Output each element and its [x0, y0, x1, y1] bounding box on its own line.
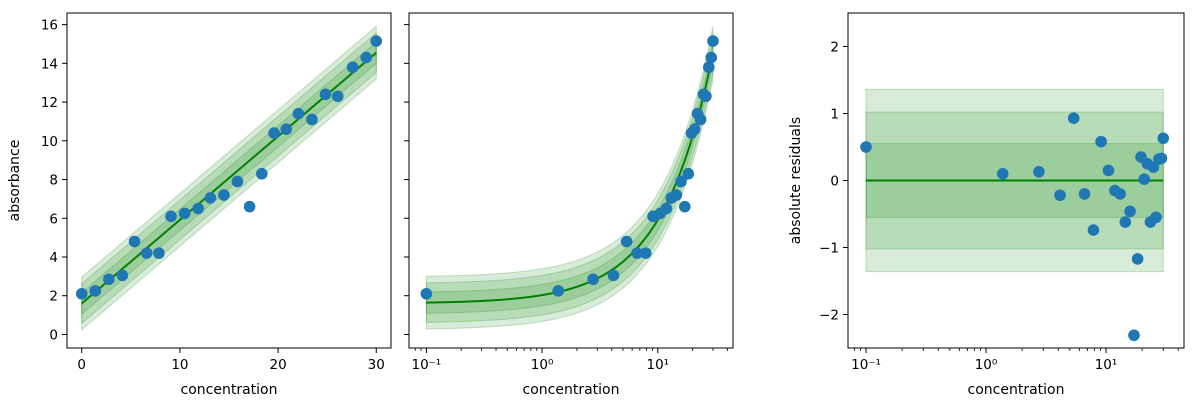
- data-point: [682, 167, 695, 180]
- x-tick-label: 0: [77, 357, 86, 373]
- y-tick-label: 16: [41, 18, 58, 34]
- data-point: [700, 90, 712, 103]
- y-tick-label: −2: [819, 308, 839, 324]
- data-point: [688, 123, 701, 135]
- data-point: [280, 123, 293, 135]
- data-point: [1124, 205, 1136, 218]
- data-point: [1102, 164, 1115, 177]
- data-point: [1138, 173, 1151, 185]
- data-point: [331, 90, 344, 103]
- axes-frame: [66, 12, 392, 349]
- y-tick-label: 0: [830, 174, 839, 190]
- y-tick-label: −1: [819, 241, 839, 257]
- panel-linear-fit: 0 10 20 30 0 2 4 6 8 10 12 14 16 concentration absorba…: [7, 12, 392, 398]
- data-point: [89, 285, 102, 297]
- data-point: [639, 247, 652, 259]
- data-point: [218, 189, 230, 201]
- data-point: [1087, 224, 1100, 236]
- x-axis-label: concentration: [523, 382, 620, 398]
- plot-area: [420, 26, 719, 330]
- data-point: [1128, 329, 1140, 342]
- data-point: [255, 167, 268, 180]
- panel-log-fit: 10⁻¹ 10⁰ 10¹ concentration: [404, 12, 734, 398]
- fit-line: [81, 51, 377, 305]
- data-point: [1150, 211, 1162, 224]
- data-point: [178, 207, 191, 220]
- data-point: [1095, 135, 1107, 148]
- y-tick-label: 8: [49, 173, 58, 189]
- x-tick-label: 10⁰: [531, 357, 554, 373]
- data-point: [153, 247, 165, 259]
- data-point: [128, 235, 141, 248]
- data-point: [319, 88, 332, 101]
- x-tick-label: 10⁰: [975, 357, 998, 373]
- y-tick-label: 2: [49, 289, 58, 305]
- x-tick-label: 10⁻¹: [411, 357, 441, 373]
- data-point: [1033, 165, 1045, 178]
- data-point: [1114, 188, 1126, 200]
- data-point: [860, 141, 872, 153]
- data-point: [420, 287, 433, 300]
- y-tick-label: 4: [49, 250, 58, 266]
- x-tick-label: 10¹: [1095, 357, 1118, 373]
- x-axis-label: concentration: [968, 382, 1065, 398]
- plot-area: [860, 88, 1170, 342]
- x-tick-label: 20: [269, 357, 286, 373]
- data-point: [1157, 132, 1170, 145]
- data-point: [1054, 189, 1066, 202]
- y-axis-label: absorbance: [7, 140, 23, 222]
- panel-residuals: 10⁻¹ 10⁰ 10¹ −2 −1 0 1 2 concentration absolute r…: [788, 12, 1185, 398]
- axes-frame: [408, 12, 734, 349]
- x-tick-label: 10⁻¹: [851, 357, 881, 373]
- data-point: [165, 210, 177, 223]
- y-tick-label: 14: [41, 56, 58, 72]
- data-point: [552, 285, 565, 297]
- y-tick-label: 6: [49, 211, 58, 227]
- data-point: [660, 202, 673, 215]
- y-tick-label: 0: [49, 327, 58, 343]
- data-point: [140, 247, 153, 259]
- data-point: [707, 35, 719, 47]
- data-point: [675, 175, 687, 188]
- data-point: [694, 113, 707, 126]
- y-tick-label: 12: [41, 95, 58, 111]
- data-point: [116, 269, 129, 282]
- data-point: [996, 168, 1009, 180]
- data-point: [370, 35, 383, 47]
- data-point: [231, 175, 244, 188]
- data-point: [204, 192, 217, 204]
- y-tick-label: 10: [41, 134, 58, 150]
- x-axis-label: concentration: [181, 382, 278, 398]
- data-point: [678, 200, 691, 213]
- data-point: [607, 269, 620, 282]
- plot-area: [75, 25, 383, 331]
- data-point: [292, 107, 305, 120]
- data-point: [670, 189, 683, 201]
- data-point: [75, 287, 88, 300]
- data-point: [306, 113, 318, 126]
- data-point: [1131, 253, 1144, 265]
- x-tick-label: 10¹: [646, 357, 669, 373]
- data-point: [587, 273, 599, 286]
- y-tick-label: 2: [830, 40, 839, 56]
- data-point: [631, 247, 643, 259]
- data-point: [702, 61, 715, 74]
- data-point: [1078, 188, 1091, 200]
- data-point: [346, 61, 359, 74]
- data-point: [192, 202, 204, 215]
- data-point: [1155, 152, 1168, 165]
- data-point: [705, 51, 718, 64]
- y-tick-label: 1: [830, 107, 839, 123]
- data-point: [268, 127, 280, 139]
- x-tick-label: 30: [368, 357, 385, 373]
- y-axis-label: absolute residuals: [788, 117, 804, 244]
- x-tick-label: 10: [171, 357, 188, 373]
- data-point: [1119, 216, 1132, 228]
- data-point: [1067, 112, 1080, 124]
- data-point: [360, 51, 372, 64]
- data-point: [103, 273, 115, 286]
- data-point: [243, 200, 256, 213]
- data-point: [620, 235, 633, 248]
